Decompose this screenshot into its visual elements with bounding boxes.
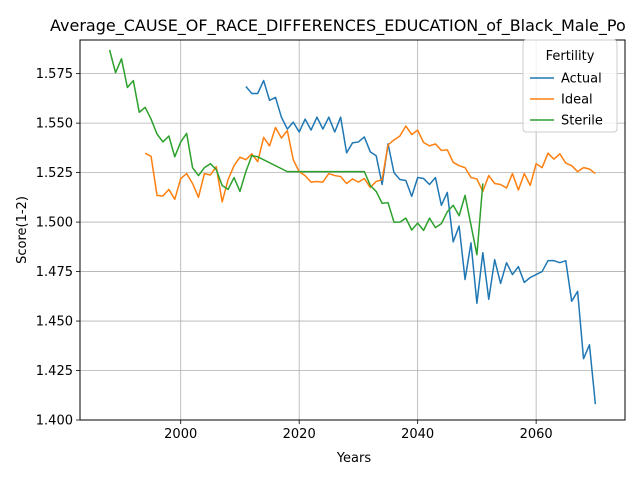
y-tick-label: 1.475 <box>36 265 73 280</box>
x-tick-label: 2040 <box>401 427 434 442</box>
x-tick-label: 2020 <box>283 427 316 442</box>
x-tick-label: 2000 <box>164 427 197 442</box>
y-tick-label: 1.450 <box>36 315 73 330</box>
x-axis-label: Years <box>336 451 372 466</box>
y-tick-label: 1.400 <box>36 414 73 429</box>
chart-title: Average_CAUSE_OF_RACE_DIFFERENCES_EDUCAT… <box>50 16 626 36</box>
y-axis-label: Score(1-2) <box>15 196 30 264</box>
legend-title: Fertility <box>546 49 595 64</box>
y-tick-label: 1.575 <box>36 67 73 82</box>
y-tick-label: 1.550 <box>36 117 73 132</box>
x-tick-label: 2060 <box>520 427 553 442</box>
legend: Fertility Actual Ideal Sterile <box>523 40 617 132</box>
y-tick-label: 1.500 <box>36 216 73 231</box>
legend-label-ideal: Ideal <box>561 93 593 108</box>
legend-label-sterile: Sterile <box>561 114 603 129</box>
legend-label-actual: Actual <box>561 72 602 87</box>
y-tick-label: 1.425 <box>36 364 73 379</box>
y-tick-label: 1.525 <box>36 166 73 181</box>
